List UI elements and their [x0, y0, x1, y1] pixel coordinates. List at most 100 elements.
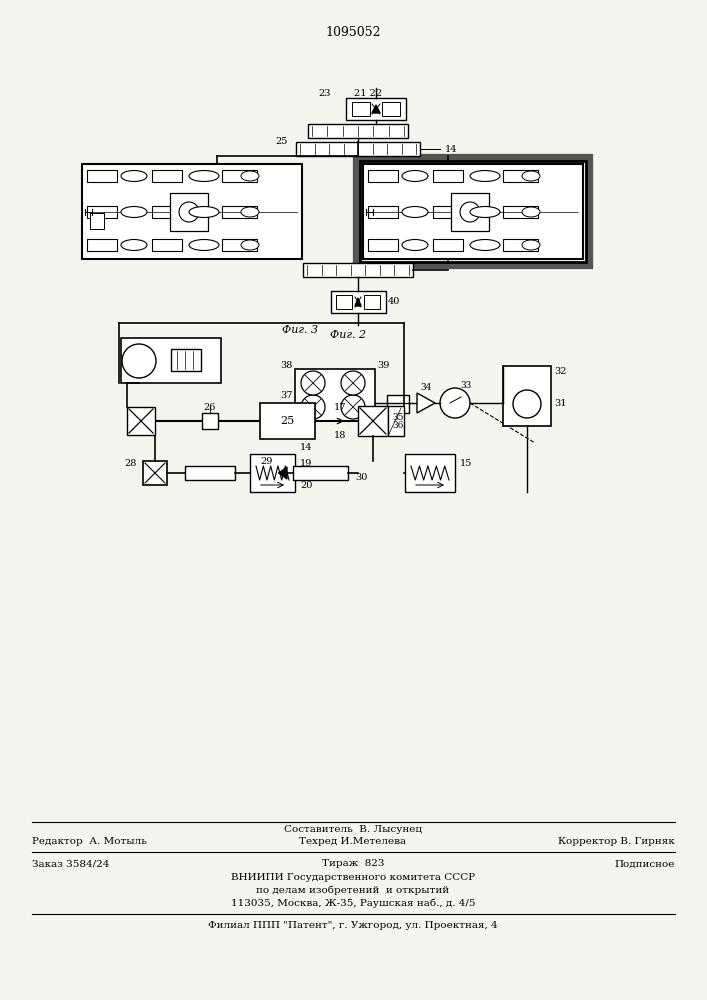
Text: 40: 40	[388, 296, 400, 306]
Bar	[152, 239, 182, 251]
Circle shape	[440, 388, 470, 418]
Bar	[152, 170, 182, 182]
Ellipse shape	[470, 207, 500, 218]
Bar	[87, 206, 117, 218]
Circle shape	[341, 395, 365, 419]
Ellipse shape	[470, 239, 500, 250]
Bar	[82, 164, 302, 259]
Bar	[382, 102, 400, 116]
Ellipse shape	[121, 207, 147, 218]
Text: 14: 14	[300, 444, 312, 452]
Text: Техред И.Метелева: Техред И.Метелева	[300, 838, 407, 846]
Ellipse shape	[522, 171, 540, 181]
Bar	[387, 395, 409, 413]
Circle shape	[179, 202, 199, 222]
Ellipse shape	[121, 170, 147, 182]
Text: 34: 34	[421, 383, 432, 392]
Circle shape	[460, 202, 480, 222]
Text: Филиал ППП "Патент", г. Ужгород, ул. Проектная, 4: Филиал ППП "Патент", г. Ужгород, ул. Про…	[208, 922, 498, 930]
Bar	[308, 124, 408, 138]
Text: Тираж  823: Тираж 823	[322, 859, 384, 868]
Bar	[358, 406, 388, 436]
Ellipse shape	[402, 239, 428, 250]
Bar	[293, 466, 348, 480]
Text: по делам изобретений  и открытий: по делам изобретений и открытий	[257, 885, 450, 895]
Text: 23: 23	[318, 89, 331, 98]
Bar	[352, 102, 370, 116]
Text: 37: 37	[281, 390, 293, 399]
Text: 19: 19	[300, 458, 312, 468]
Bar	[451, 193, 489, 231]
Text: 21 22: 21 22	[354, 89, 382, 98]
Text: 32: 32	[554, 366, 566, 375]
Bar	[170, 193, 208, 231]
Bar	[185, 466, 235, 480]
Ellipse shape	[189, 239, 219, 250]
Bar	[222, 239, 257, 251]
Text: 35: 35	[392, 414, 404, 422]
Text: ВНИИПИ Государственного комитета СССР: ВНИИПИ Государственного комитета СССР	[231, 872, 475, 882]
Text: 28: 28	[124, 458, 137, 468]
Bar	[171, 349, 201, 371]
Text: Составитель  В. Лысунец: Составитель В. Лысунец	[284, 826, 422, 834]
Text: 29: 29	[261, 456, 273, 466]
Ellipse shape	[241, 171, 259, 181]
Bar	[503, 239, 538, 251]
Bar	[143, 461, 167, 485]
Text: Корректор В. Гирняк: Корректор В. Гирняк	[559, 838, 675, 846]
Text: 30: 30	[356, 474, 368, 483]
Text: 25: 25	[276, 136, 288, 145]
Bar	[433, 206, 463, 218]
Bar	[405, 454, 455, 492]
Bar	[202, 413, 218, 429]
Ellipse shape	[470, 170, 500, 182]
Ellipse shape	[189, 170, 219, 182]
Circle shape	[301, 395, 325, 419]
Circle shape	[341, 371, 365, 395]
Bar	[363, 164, 583, 259]
Polygon shape	[355, 298, 361, 306]
Ellipse shape	[522, 240, 540, 250]
Bar	[90, 213, 104, 229]
Text: 14: 14	[445, 144, 457, 153]
Bar	[503, 366, 551, 426]
Text: 36: 36	[392, 420, 404, 430]
Bar	[296, 142, 420, 156]
Text: 25: 25	[280, 416, 294, 426]
Bar	[368, 206, 398, 218]
Bar	[368, 170, 398, 182]
Circle shape	[301, 371, 325, 395]
Bar	[388, 406, 404, 436]
Bar	[433, 239, 463, 251]
Text: Подписное: Подписное	[614, 859, 675, 868]
Bar	[260, 403, 315, 439]
Polygon shape	[417, 393, 435, 413]
Bar	[357, 158, 589, 265]
Bar	[346, 98, 406, 120]
Bar	[87, 239, 117, 251]
Text: Редактор  А. Мотыль: Редактор А. Мотыль	[32, 838, 147, 846]
Polygon shape	[279, 467, 287, 479]
Bar	[127, 407, 155, 435]
Bar	[222, 170, 257, 182]
Bar	[303, 263, 413, 277]
Ellipse shape	[402, 207, 428, 218]
Ellipse shape	[522, 207, 540, 217]
Text: Заказ 3584/24: Заказ 3584/24	[32, 859, 110, 868]
Bar	[336, 295, 352, 309]
Ellipse shape	[402, 170, 428, 182]
Bar	[152, 206, 182, 218]
Text: 17: 17	[334, 402, 346, 412]
Bar	[360, 161, 586, 262]
Text: Фиг. 2: Фиг. 2	[330, 330, 366, 340]
Bar	[364, 295, 380, 309]
Bar	[368, 239, 398, 251]
Text: 31: 31	[554, 399, 566, 408]
Ellipse shape	[189, 207, 219, 218]
Bar	[503, 206, 538, 218]
Bar	[90, 213, 104, 229]
Bar	[121, 338, 221, 383]
Text: Фиг. 3: Фиг. 3	[282, 325, 318, 335]
Circle shape	[122, 344, 156, 378]
Text: 38: 38	[281, 361, 293, 370]
